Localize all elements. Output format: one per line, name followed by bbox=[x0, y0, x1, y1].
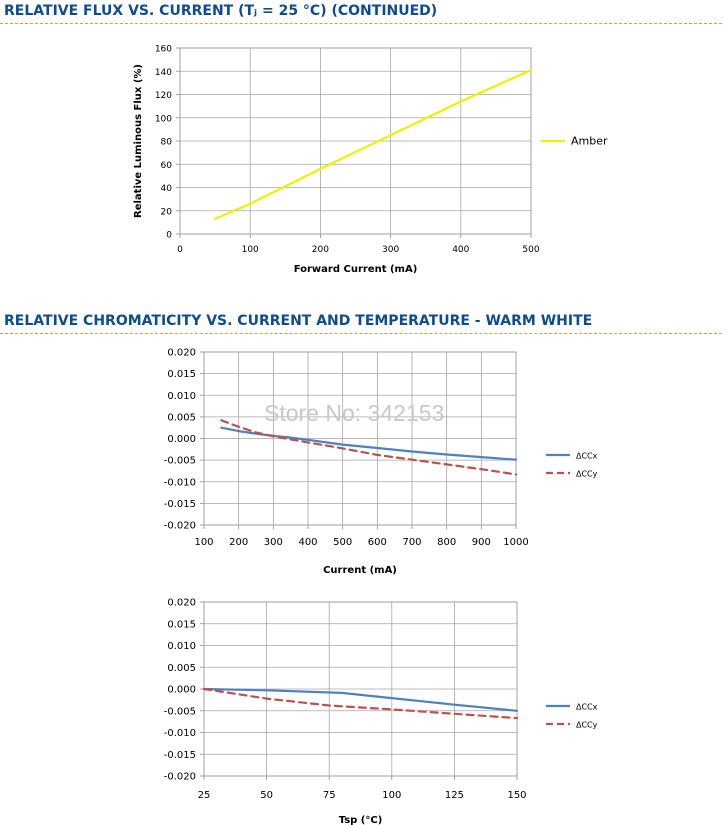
y-tick-label: 0.005 bbox=[167, 412, 196, 423]
section-divider bbox=[0, 23, 722, 24]
legend-label: ΔCCy bbox=[576, 721, 598, 730]
x-tick-label: 400 bbox=[298, 537, 317, 548]
section-divider bbox=[0, 333, 722, 334]
y-tick-label: 60 bbox=[161, 161, 173, 171]
y-tick-label: -0.015 bbox=[164, 499, 196, 510]
y-tick-label: 20 bbox=[161, 207, 173, 217]
chromaticity-vs-current-chart: 100 200 300 400 500 600 700 800 900 1000 -0.020 -0.… bbox=[164, 348, 598, 577]
y-tick-label: -0.005 bbox=[164, 456, 196, 467]
y-tick-label: 0.015 bbox=[167, 619, 196, 630]
x-tick-label: 0 bbox=[177, 245, 183, 255]
series-line-1 bbox=[220, 419, 518, 476]
x-tick-label: 75 bbox=[323, 790, 336, 801]
x-tick-label: 150 bbox=[507, 790, 526, 801]
y-tick-label: 0 bbox=[166, 231, 172, 241]
x-tick-label: 300 bbox=[382, 245, 399, 255]
y-tick-label: -0.020 bbox=[164, 772, 196, 783]
x-axis-title: Forward Current (mA) bbox=[294, 264, 418, 275]
y-tick-label: 0.000 bbox=[167, 685, 196, 696]
x-tick-label: 100 bbox=[242, 245, 259, 255]
x-tick-label: 50 bbox=[260, 790, 273, 801]
y-tick-label: 100 bbox=[155, 114, 172, 124]
section-title-flux: RELATIVE FLUX VS. CURRENT (Tⱼ = 25 °C) (… bbox=[4, 3, 438, 19]
y-tick-label: -0.020 bbox=[164, 521, 196, 532]
y-tick-label: 0.005 bbox=[167, 663, 196, 674]
x-tick-label: 100 bbox=[382, 790, 401, 801]
x-tick-label: 125 bbox=[445, 790, 464, 801]
x-tick-label: 300 bbox=[264, 537, 283, 548]
y-tick-label: 0.010 bbox=[167, 391, 196, 402]
x-tick-label: 600 bbox=[368, 537, 387, 548]
series-line-0 bbox=[214, 68, 533, 220]
watermark-text: Store No: 342153 bbox=[264, 400, 444, 426]
y-tick-label: 0.000 bbox=[167, 434, 196, 445]
legend-label: ΔCCx bbox=[576, 703, 598, 712]
x-axis-title: Tsp (°C) bbox=[339, 815, 383, 825]
y-tick-label: 160 bbox=[155, 45, 172, 55]
y-tick-label: 140 bbox=[155, 68, 172, 78]
y-tick-label: 0.020 bbox=[167, 348, 196, 359]
y-tick-label: 0.010 bbox=[167, 641, 196, 652]
flux-vs-current-chart: 0 100 200 300 400 500 0 20 40 60 80 100 120 140 160 For… bbox=[133, 45, 608, 276]
y-tick-label: -0.010 bbox=[164, 728, 196, 739]
x-tick-label: 200 bbox=[229, 537, 248, 548]
x-tick-label: 700 bbox=[402, 537, 421, 548]
y-tick-label: -0.005 bbox=[164, 706, 196, 717]
legend-label: ΔCCy bbox=[576, 470, 598, 479]
x-tick-label: 25 bbox=[198, 790, 211, 801]
y-tick-label: 0.020 bbox=[167, 598, 196, 609]
x-tick-label: 500 bbox=[522, 245, 539, 255]
x-tick-label: 800 bbox=[437, 537, 456, 548]
series-line-0 bbox=[220, 426, 518, 461]
y-tick-label: -0.010 bbox=[164, 477, 196, 488]
y-tick-label: 120 bbox=[155, 91, 172, 101]
x-tick-label: 100 bbox=[194, 537, 213, 548]
y-tick-label: 0.015 bbox=[167, 369, 196, 380]
series-line-1 bbox=[202, 687, 519, 720]
y-axis-title: Relative Luminous Flux (%) bbox=[133, 64, 144, 218]
x-tick-label: 1000 bbox=[503, 537, 528, 548]
x-tick-label: 400 bbox=[452, 245, 469, 255]
y-tick-label: 80 bbox=[161, 138, 173, 148]
series-line-0 bbox=[202, 687, 519, 712]
y-tick-label: 40 bbox=[161, 184, 173, 194]
x-axis-title: Current (mA) bbox=[323, 565, 397, 576]
x-tick-label: 500 bbox=[333, 537, 352, 548]
section-title-chromaticity: RELATIVE CHROMATICITY VS. CURRENT AND TE… bbox=[4, 313, 593, 329]
y-tick-label: -0.015 bbox=[164, 750, 196, 761]
legend-label: ΔCCx bbox=[576, 452, 598, 461]
x-tick-label: 200 bbox=[312, 245, 329, 255]
legend-label: Amber bbox=[571, 135, 608, 148]
x-tick-label: 900 bbox=[472, 537, 491, 548]
